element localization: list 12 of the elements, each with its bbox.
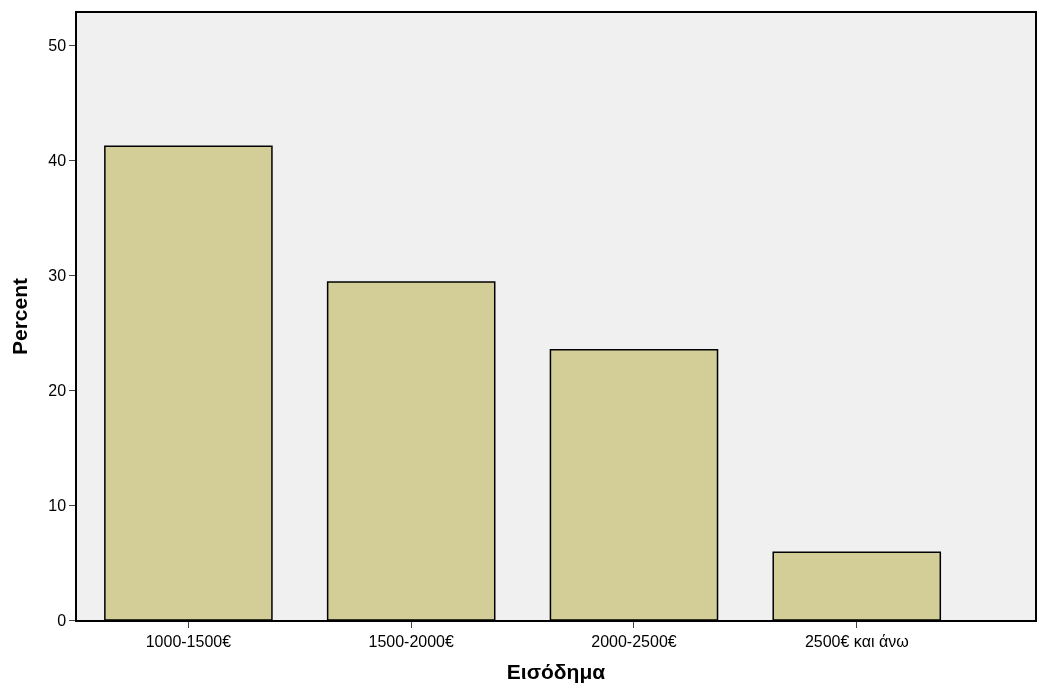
x-axis-title: Εισόδημα bbox=[506, 659, 606, 683]
x-tick-label: 1000-1500€ bbox=[145, 632, 232, 650]
x-tick-label: 2000-2500€ bbox=[591, 632, 677, 650]
y-tick-label: 20 bbox=[48, 381, 67, 399]
y-axis-title: Percent bbox=[7, 277, 31, 356]
x-tick-label: 1500-2000€ bbox=[368, 632, 454, 650]
y-tick-label: 30 bbox=[48, 266, 67, 284]
y-tick-label: 40 bbox=[48, 151, 67, 169]
x-tick-label: 2500€ και άνω bbox=[804, 632, 909, 650]
y-tick-label: 50 bbox=[48, 36, 67, 54]
y-tick-label: 0 bbox=[57, 611, 67, 629]
y-tick-label: 10 bbox=[48, 496, 67, 514]
